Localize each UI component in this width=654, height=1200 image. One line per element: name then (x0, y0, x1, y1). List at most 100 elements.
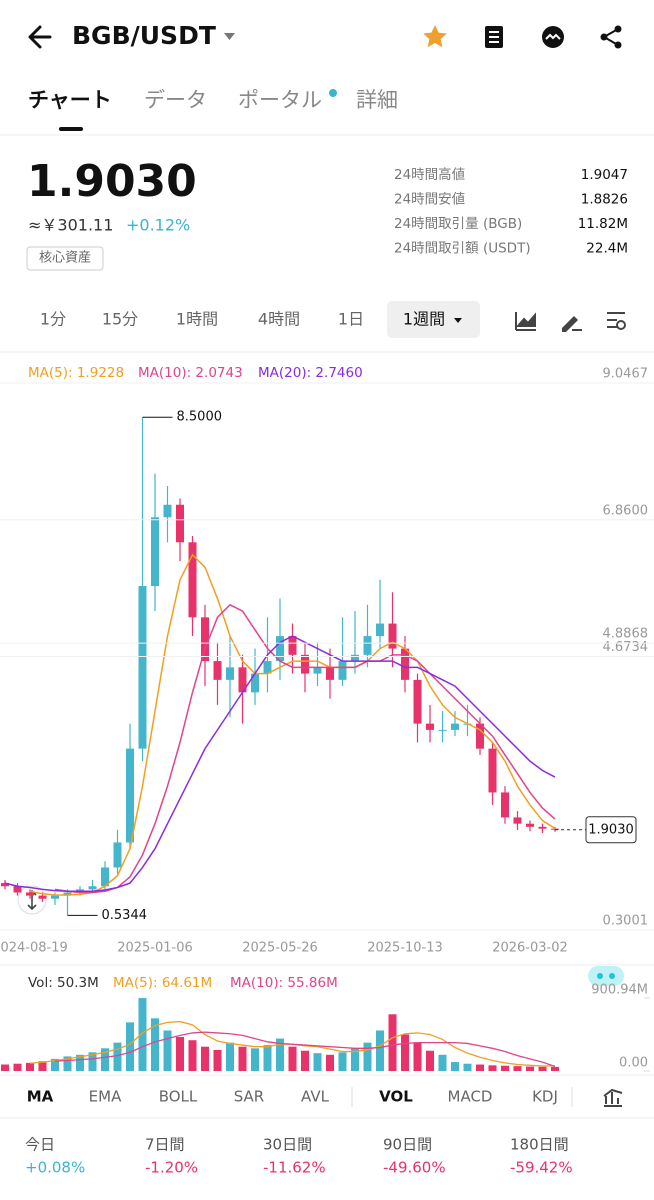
candle-body (488, 748, 497, 793)
interval[interactable]: 15分 (102, 310, 138, 329)
tab[interactable]: データ (144, 88, 207, 112)
candle-body (326, 667, 334, 680)
last-price-label: 1.9030 (588, 822, 634, 837)
indicator-tab[interactable]: SAR (234, 1088, 264, 1106)
candle-body (376, 623, 384, 637)
pair-dropdown[interactable] (224, 33, 235, 40)
candle-body (238, 667, 247, 693)
volume-bar (163, 1030, 172, 1071)
asset-tag: 核心資産 (39, 251, 91, 266)
volume-bar (526, 1066, 534, 1071)
favorite-icon[interactable] (423, 25, 447, 48)
volume-bar (213, 1049, 222, 1071)
share-icon[interactable] (600, 25, 622, 49)
ma-line (29, 553, 556, 896)
period-change: -1.20% (145, 1159, 198, 1177)
x-tick-label: 2026-03-02 (492, 941, 568, 956)
volume-bar (401, 1034, 409, 1071)
interval[interactable]: 1日 (338, 310, 364, 329)
candle-body (151, 517, 159, 587)
interval[interactable]: 1週間 (403, 310, 445, 329)
indicator-tab[interactable]: KDJ (532, 1088, 558, 1106)
period-change: -59.42% (510, 1159, 573, 1177)
candle-body (338, 661, 347, 680)
volume-bar (151, 1018, 159, 1071)
interval[interactable]: 1時間 (176, 310, 218, 329)
volume-bar (551, 1066, 559, 1071)
candle-body (263, 661, 272, 674)
assistant-icon[interactable] (588, 966, 624, 986)
y-tick-label: 4.8868 (603, 627, 649, 642)
stat-label: 24時間高値 (394, 166, 465, 183)
interval[interactable]: 4時間 (258, 310, 300, 329)
bot-icon[interactable] (542, 26, 564, 48)
legend-entry: MA(20): 2.7460 (258, 365, 363, 381)
candle-body (163, 504, 172, 518)
volume-bar (513, 1066, 522, 1071)
stat-label: 24時間取引量 (BGB) (394, 216, 522, 232)
candle-body (538, 826, 547, 829)
candle-body (501, 792, 509, 818)
interval-selected[interactable] (387, 301, 480, 338)
y-tick-label: 0.00 (619, 1056, 648, 1071)
period-change: -49.60% (383, 1159, 446, 1177)
candle-body (113, 842, 122, 868)
candle-body (51, 895, 59, 899)
candle-body (388, 623, 397, 649)
candle-body (126, 748, 134, 843)
back-button[interactable] (28, 25, 52, 49)
candle-body (301, 654, 309, 674)
x-tick-label: 2024-08-19 (0, 941, 68, 956)
indicator-tab[interactable]: BOLL (159, 1088, 198, 1106)
volume-bar (201, 1046, 209, 1071)
volume-bar (313, 1053, 322, 1071)
candle-body (138, 586, 147, 749)
indicator-tab[interactable]: MA (27, 1088, 54, 1106)
indicator-tab[interactable]: AVL (301, 1088, 330, 1106)
notes-icon[interactable] (485, 26, 503, 48)
legend-entry: MA(5): 64.61M (113, 975, 212, 991)
volume-bar (276, 1038, 284, 1071)
scale-button[interactable] (17, 885, 47, 915)
indicator-settings-icon[interactable] (603, 1088, 623, 1107)
candle-body (413, 679, 422, 724)
volume-bar (51, 1058, 59, 1071)
indicator-tab[interactable]: VOL (379, 1088, 413, 1106)
volume-bar (13, 1063, 22, 1071)
candle-body (526, 823, 534, 827)
indicator-tab[interactable]: EMA (89, 1088, 122, 1106)
y-tick-label: 6.8600 (603, 503, 649, 518)
tab-dot (329, 89, 337, 97)
volume-bar (38, 1061, 47, 1071)
candle-body (226, 667, 234, 680)
settings-icon[interactable] (607, 312, 626, 330)
interval-dropdown[interactable] (454, 318, 462, 323)
volume-bar (488, 1065, 497, 1071)
candle-body (88, 886, 97, 890)
candle-body (351, 654, 359, 662)
volume-bar (426, 1050, 434, 1071)
candle-body (13, 886, 22, 893)
volume-bar (188, 1040, 197, 1071)
candle-body (1, 883, 9, 887)
ma-line (54, 603, 556, 894)
volume-bar (263, 1045, 272, 1071)
pair-title[interactable]: BGB/USDT (72, 21, 216, 50)
indicator-tab[interactable]: MACD (448, 1088, 493, 1106)
tab[interactable]: 詳細 (356, 88, 398, 112)
legend-entry: MA(10): 55.86M (230, 975, 338, 991)
volume-bar (1, 1064, 9, 1071)
tab[interactable]: ポータル (238, 88, 322, 112)
interval[interactable]: 1分 (40, 310, 66, 329)
y-tick-label: 0.3001 (603, 914, 649, 929)
candle-body (451, 723, 459, 730)
chart-type-icon[interactable] (515, 312, 536, 331)
draw-icon[interactable] (562, 316, 582, 332)
volume-bar (113, 1042, 122, 1071)
volume-bar (176, 1036, 184, 1071)
tab[interactable]: チャート (28, 88, 112, 112)
candle-body (101, 867, 109, 887)
x-tick-label: 2025-10-13 (367, 941, 443, 956)
ma-line (4, 635, 556, 892)
